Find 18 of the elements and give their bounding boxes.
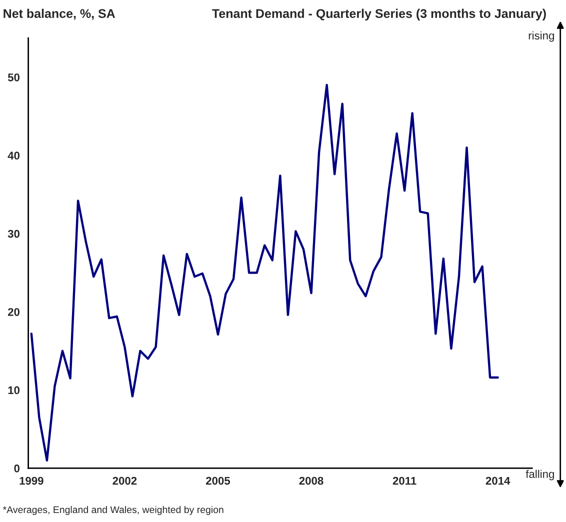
x-tick-label: 1999	[20, 476, 44, 485]
x-tick-label: 2005	[206, 476, 230, 485]
y-tick-label: 20	[8, 308, 20, 316]
x-tick-label: 2002	[112, 476, 137, 485]
text: falling	[526, 470, 554, 480]
y-tick-label: 40	[8, 152, 20, 160]
chart-title: Tenant Demand - Quarterly Series (3 months to January)	[212, 8, 546, 20]
y-axis-title: Net balance, %, SA	[4, 8, 116, 20]
y-tick-label: 50	[8, 73, 20, 82]
x-tick-label: 2011	[392, 476, 416, 485]
y-tick-label: 10	[8, 386, 20, 394]
text: *Averages, England and Wales, weighted by region	[2, 506, 224, 516]
y-tick-label: 0	[14, 464, 20, 472]
x-tick-label: 2014	[486, 476, 510, 485]
x-tick-label: 2008	[299, 476, 324, 485]
line-series	[30, 84, 499, 462]
y-tick-label: 30	[8, 230, 20, 238]
annotation: rising	[528, 31, 554, 42]
